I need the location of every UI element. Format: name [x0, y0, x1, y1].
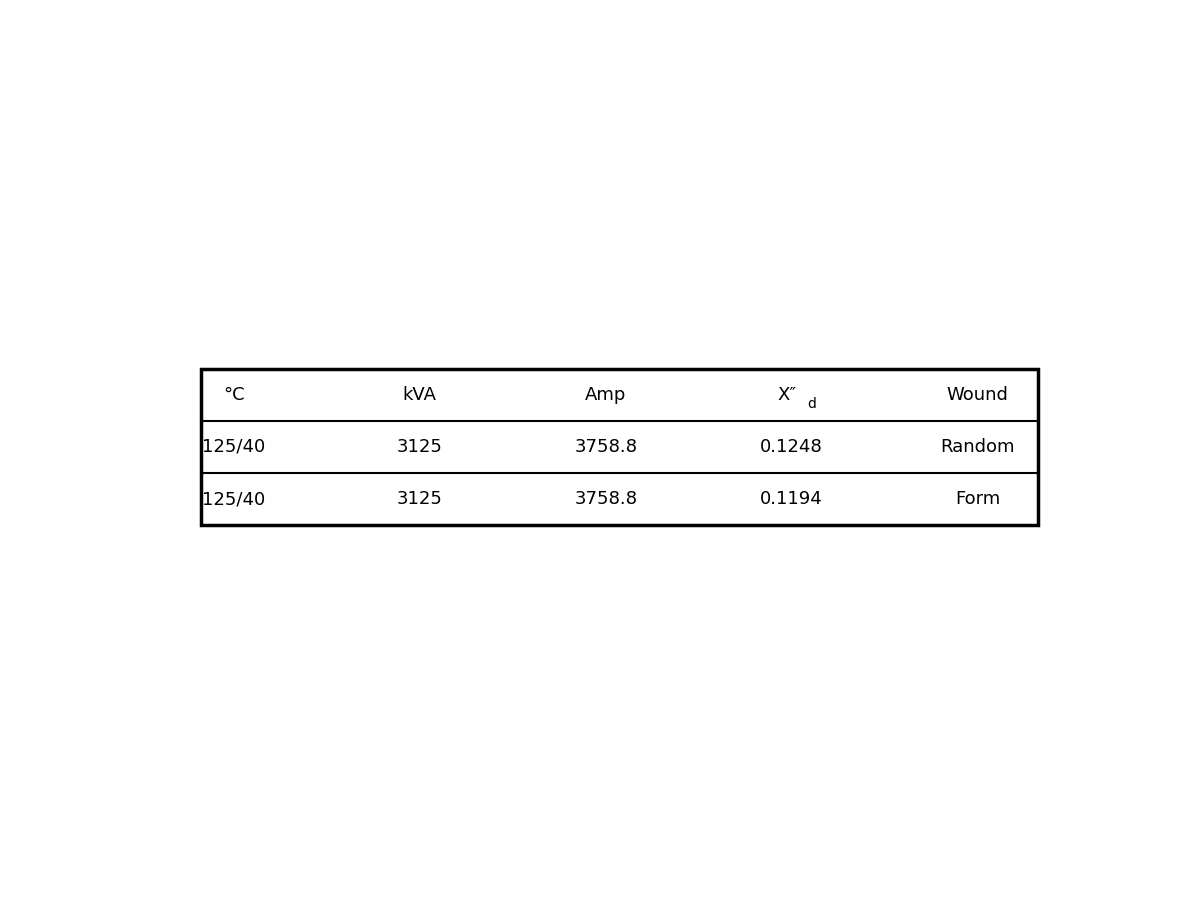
Text: Form: Form [955, 491, 1001, 508]
Text: °C: °C [223, 386, 245, 404]
Text: 3125: 3125 [397, 491, 443, 508]
Text: X″: X″ [778, 386, 797, 404]
Text: kVA: kVA [403, 386, 437, 404]
Text: 0.1248: 0.1248 [761, 438, 823, 456]
Text: d: d [808, 397, 816, 410]
Text: 3758.8: 3758.8 [575, 438, 637, 456]
Text: 125/40: 125/40 [202, 438, 265, 456]
Text: 3125: 3125 [397, 438, 443, 456]
Text: Random: Random [941, 438, 1015, 456]
Text: 3758.8: 3758.8 [575, 491, 637, 508]
Text: Amp: Amp [586, 386, 626, 404]
Text: Wound: Wound [947, 386, 1009, 404]
Text: 125/40: 125/40 [202, 491, 265, 508]
Text: 0.1194: 0.1194 [761, 491, 823, 508]
